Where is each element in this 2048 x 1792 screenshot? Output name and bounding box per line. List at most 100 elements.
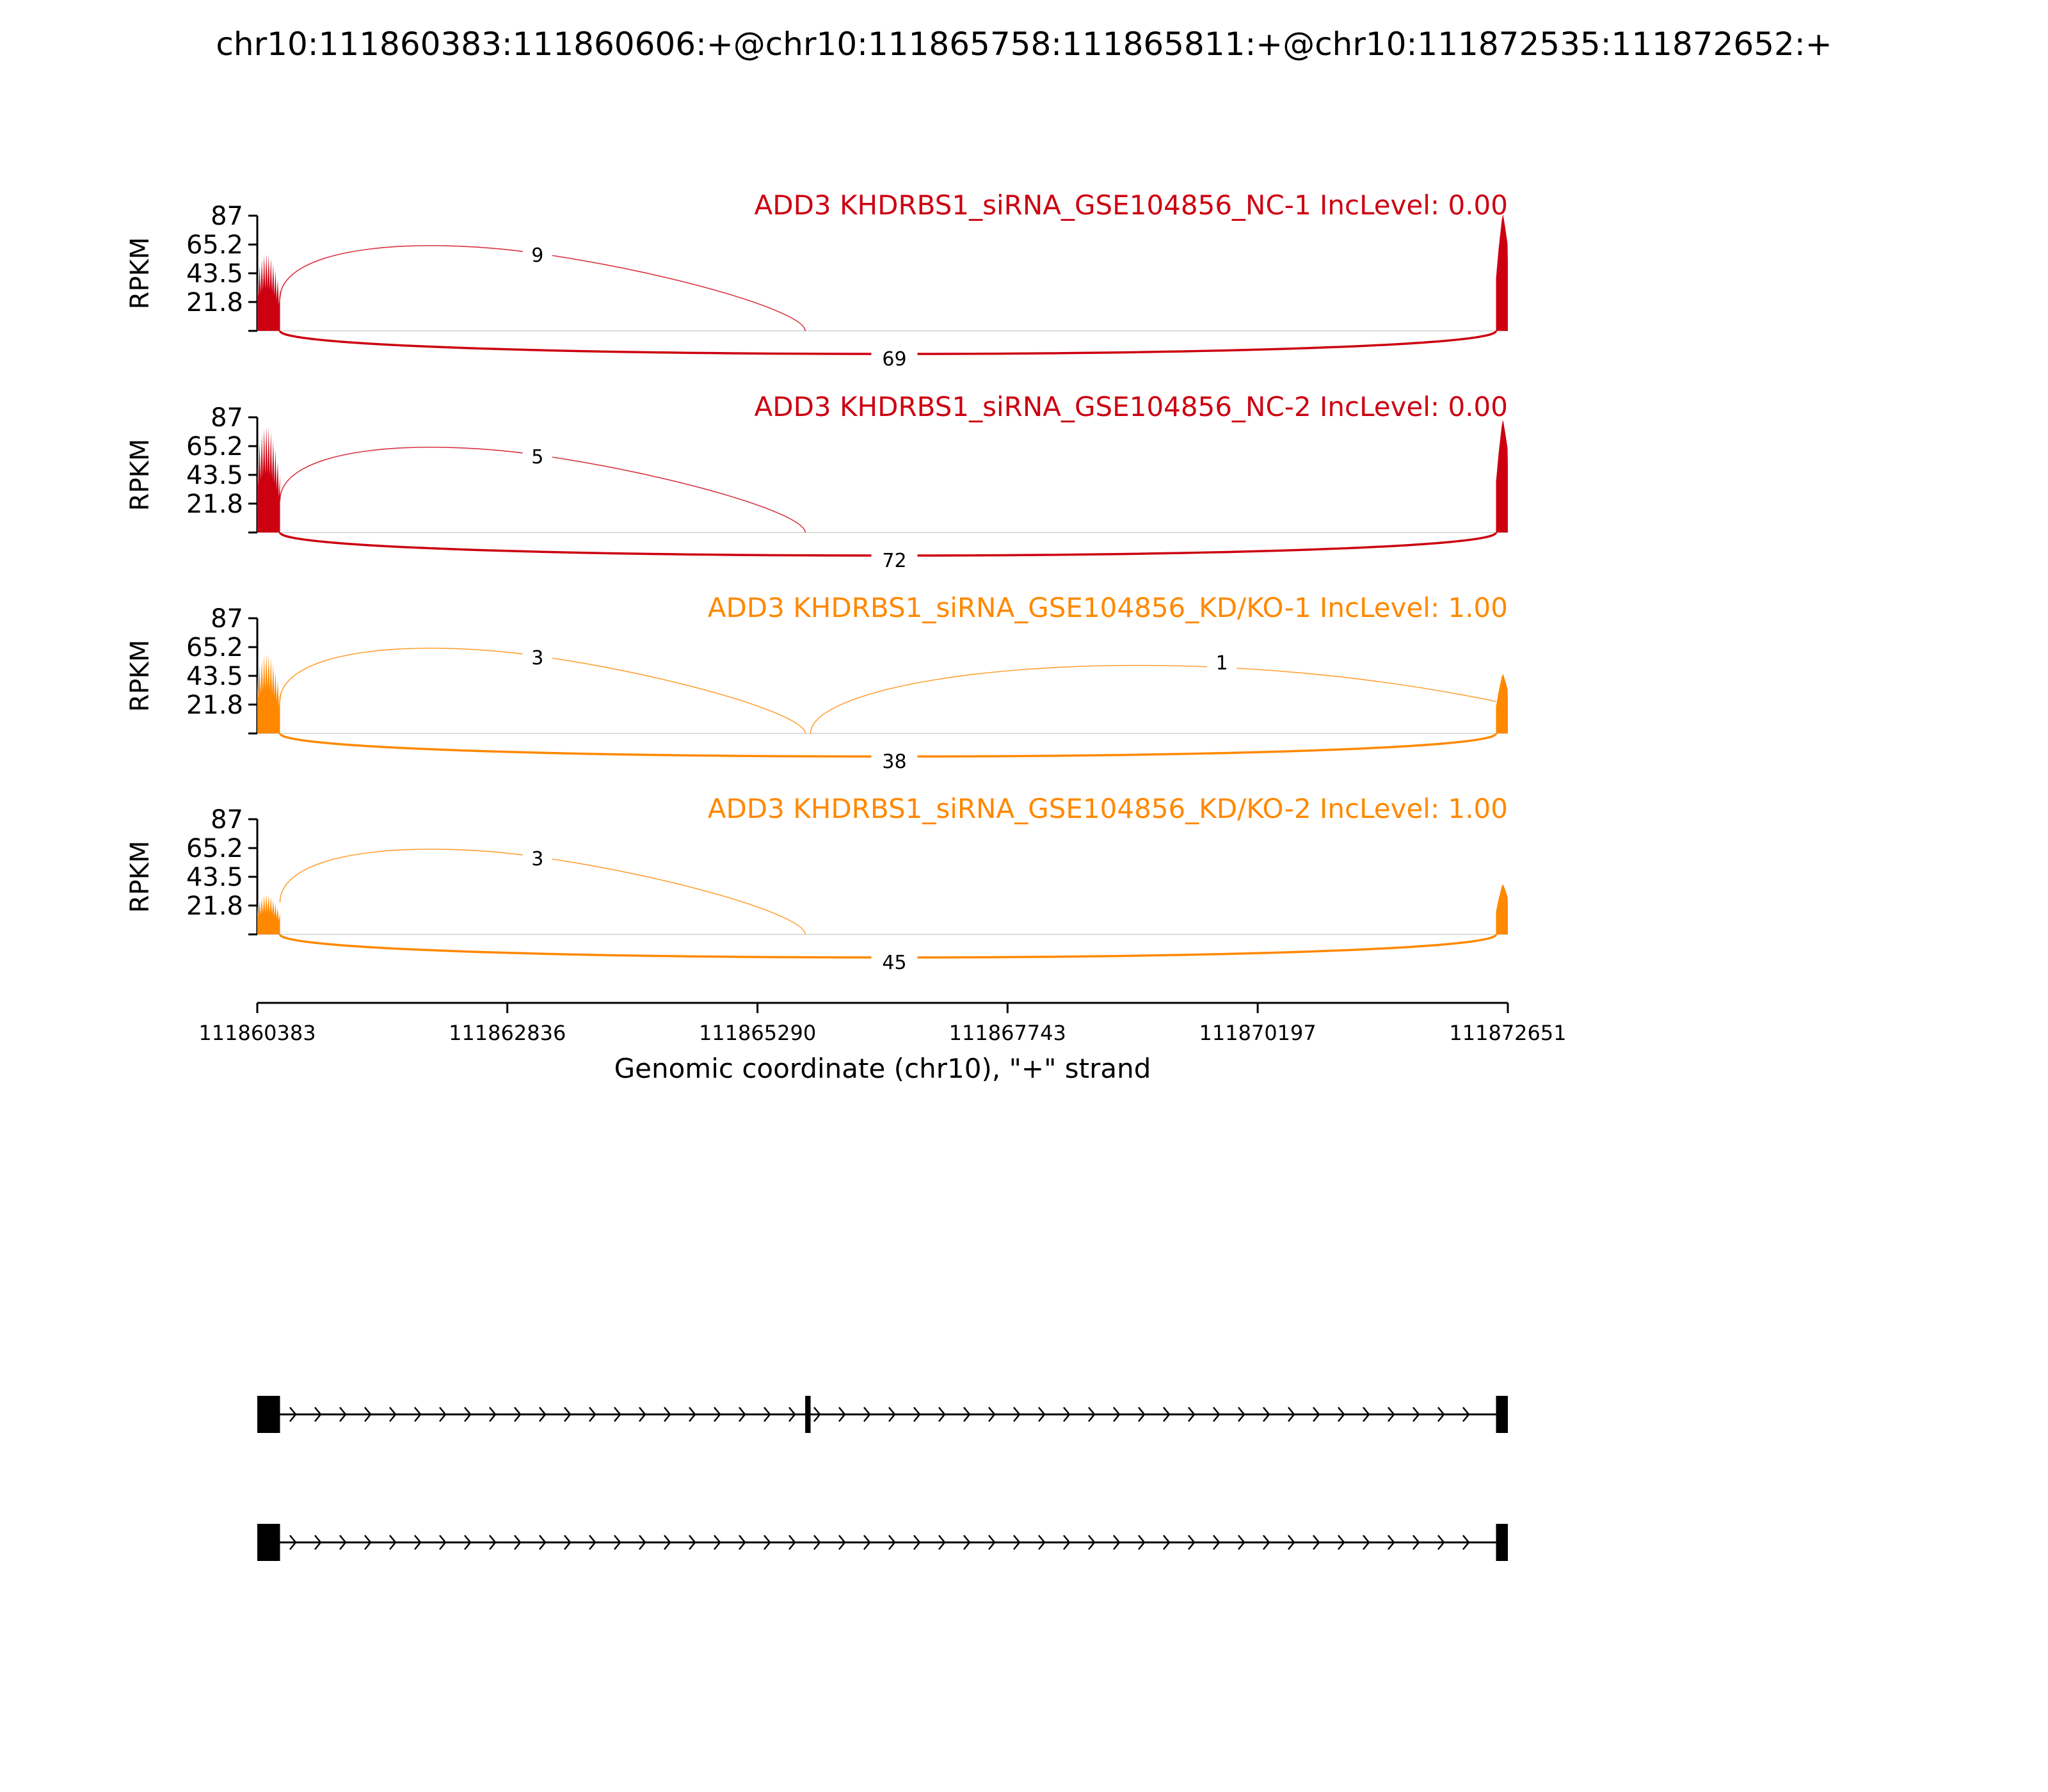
junction-count: 69 <box>882 348 906 371</box>
strand-arrow <box>1412 1535 1420 1550</box>
strand-arrow <box>913 1407 921 1422</box>
strand-arrow <box>1412 1407 1420 1422</box>
coverage-exon-1 <box>257 653 280 733</box>
strand-arrow <box>788 1535 796 1550</box>
strand-arrow <box>1163 1407 1171 1422</box>
strand-arrow <box>1063 1407 1071 1422</box>
strand-arrow <box>639 1407 646 1422</box>
strand-arrow <box>489 1535 497 1550</box>
strand-arrow <box>664 1407 671 1422</box>
y-tick-label: 65.2 <box>186 633 243 662</box>
strand-arrow <box>539 1535 547 1550</box>
coverage-exon-3 <box>1496 884 1508 934</box>
strand-arrow <box>963 1535 971 1550</box>
page-title: chr10:111860383:111860606:+@chr10:111865… <box>216 26 1832 63</box>
y-tick-label: 43.5 <box>186 662 243 691</box>
strand-arrow <box>464 1407 472 1422</box>
y-tick-label: 43.5 <box>186 461 243 490</box>
y-tick-label: 87 <box>211 604 243 634</box>
strand-arrow <box>863 1535 871 1550</box>
strand-arrow <box>1388 1535 1395 1550</box>
coverage-exon-3 <box>1496 420 1508 532</box>
strand-arrow <box>739 1407 746 1422</box>
strand-arrow <box>614 1535 621 1550</box>
strand-arrow <box>1188 1535 1196 1550</box>
sashimi-track: 21.843.565.287 RPKM 3 1 38 ADD3 KHDRBS1_siRNA… <box>125 592 1508 773</box>
y-tick-label: 87 <box>211 202 243 231</box>
coverage-exon-1 <box>257 426 280 532</box>
strand-arrow <box>813 1407 821 1422</box>
junction-label-bg <box>871 348 918 371</box>
y-tick-label: 21.8 <box>186 691 243 720</box>
strand-arrow <box>1088 1407 1096 1422</box>
x-tick-label: 111872651 <box>1449 1021 1566 1045</box>
strand-arrow <box>1088 1535 1096 1550</box>
strand-arrow <box>514 1535 522 1550</box>
y-axis-label: RPKM <box>125 640 155 712</box>
strand-arrow <box>1338 1535 1345 1550</box>
strand-arrow <box>539 1407 547 1422</box>
strand-arrow <box>1163 1535 1171 1550</box>
strand-arrow <box>289 1407 297 1422</box>
junction-count: 3 <box>531 848 543 870</box>
isoform-model <box>257 1396 1508 1433</box>
junction-count: 45 <box>882 952 906 974</box>
strand-arrow <box>1313 1535 1320 1550</box>
strand-arrow <box>1013 1407 1021 1422</box>
strand-arrow <box>1188 1407 1196 1422</box>
strand-arrow <box>1462 1407 1470 1422</box>
y-axis-label: RPKM <box>125 841 155 913</box>
strand-arrow <box>963 1407 971 1422</box>
strand-arrow <box>1213 1535 1220 1550</box>
junction-label-bg <box>522 445 552 468</box>
strand-arrow <box>1263 1407 1270 1422</box>
y-tick-label: 43.5 <box>186 259 243 289</box>
strand-arrow <box>813 1535 821 1550</box>
x-tick-label: 111867743 <box>949 1021 1066 1045</box>
junction-count: 38 <box>882 751 906 773</box>
strand-arrow <box>1462 1535 1470 1550</box>
strand-arrow <box>838 1407 846 1422</box>
x-tick-label: 111870197 <box>1199 1021 1316 1045</box>
strand-arrow <box>1238 1535 1245 1550</box>
strand-arrow <box>1063 1535 1071 1550</box>
strand-arrow <box>1138 1407 1146 1422</box>
strand-arrow <box>639 1535 646 1550</box>
y-tick-label: 21.8 <box>186 288 243 317</box>
strand-arrow <box>1213 1407 1220 1422</box>
track-label: ADD3 KHDRBS1_siRNA_GSE104856_KD/KO-2 Inc… <box>708 793 1508 824</box>
junction-label-bg <box>522 646 552 669</box>
strand-arrow <box>464 1535 472 1550</box>
strand-arrow <box>339 1407 347 1422</box>
junction-label-bg <box>522 847 552 870</box>
track-label: ADD3 KHDRBS1_siRNA_GSE104856_KD/KO-1 Inc… <box>708 592 1508 623</box>
sashimi-track: 21.843.565.287 RPKM 9 69 ADD3 KHDRBS1_siRNA_… <box>125 189 1508 371</box>
strand-arrow <box>1038 1535 1046 1550</box>
x-tick-label: 111862836 <box>449 1021 566 1045</box>
y-axis-label: RPKM <box>125 237 155 310</box>
strand-arrow <box>689 1535 696 1550</box>
strand-arrow <box>314 1535 322 1550</box>
strand-arrow <box>514 1407 522 1422</box>
strand-arrow <box>689 1407 696 1422</box>
strand-arrow <box>1288 1407 1295 1422</box>
strand-arrow <box>389 1407 397 1422</box>
junction-label-bg <box>522 244 552 267</box>
isoform-model <box>257 1524 1508 1561</box>
strand-arrow <box>888 1407 896 1422</box>
strand-arrow <box>1437 1535 1445 1550</box>
strand-arrow <box>888 1535 896 1550</box>
y-tick-label: 21.8 <box>186 892 243 921</box>
strand-arrow <box>339 1535 347 1550</box>
y-tick-label: 87 <box>211 403 243 433</box>
strand-arrow <box>764 1407 771 1422</box>
strand-arrow <box>764 1535 771 1550</box>
junction-count: 5 <box>531 446 543 468</box>
strand-arrow <box>564 1407 572 1422</box>
strand-arrow <box>788 1407 796 1422</box>
strand-arrow <box>1388 1407 1395 1422</box>
coverage-exon-1 <box>257 894 280 934</box>
strand-arrow <box>1313 1407 1320 1422</box>
strand-arrow <box>739 1535 746 1550</box>
